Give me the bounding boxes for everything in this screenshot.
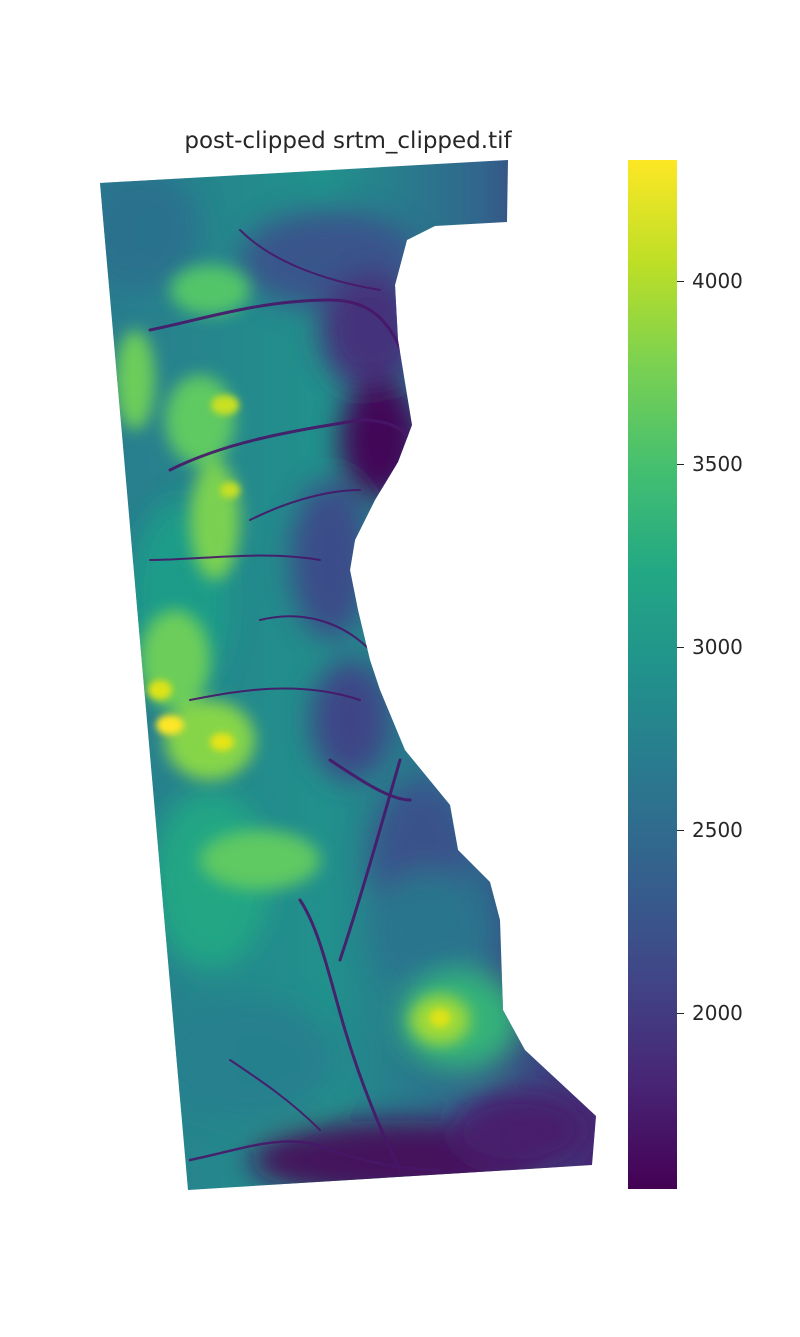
colorbar-tick-label: 3000 xyxy=(692,635,743,660)
colorbar-tick-mark xyxy=(677,1013,684,1015)
colorbar xyxy=(628,160,677,1189)
colorbar-tick-label: 3500 xyxy=(692,451,743,476)
colorbar-tick-mark xyxy=(677,830,684,832)
colorbar-tick-label: 4000 xyxy=(692,268,743,293)
chart-title: post-clipped srtm_clipped.tif xyxy=(184,128,512,154)
colorbar-tick-mark xyxy=(677,647,684,649)
colorbar-tick-label: 2000 xyxy=(692,1001,743,1026)
colorbar-tick-mark xyxy=(677,280,684,282)
colorbar-tick-label: 2500 xyxy=(692,818,743,843)
colorbar-tick-mark xyxy=(677,463,684,465)
